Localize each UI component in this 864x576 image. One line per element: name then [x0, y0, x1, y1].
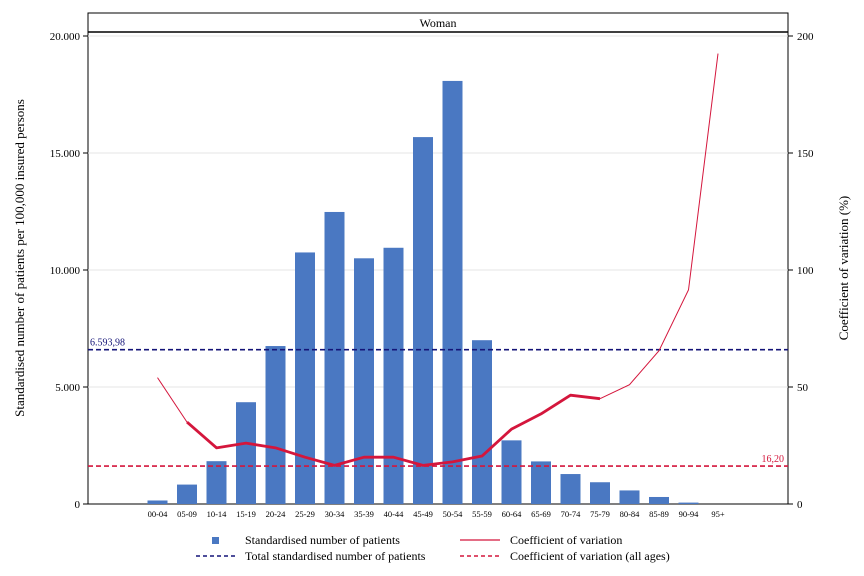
bar-series	[147, 80, 699, 504]
x-tick-label: 35-39	[354, 509, 374, 519]
cv-line-series	[157, 53, 719, 467]
x-tick-label: 30-34	[325, 509, 346, 519]
bar-25-29	[295, 252, 315, 504]
bar-20-24	[265, 346, 286, 504]
bar-00-04	[147, 500, 168, 504]
legend: Standardised number of patients Coeffici…	[196, 533, 670, 563]
x-tick-label: 70-74	[561, 509, 582, 519]
y2-tick-label: 150	[797, 148, 814, 160]
x-tick-label: 25-29	[295, 509, 315, 519]
reference-line-label: 6.593,98	[90, 338, 125, 349]
x-tick-label: 65-69	[531, 509, 551, 519]
x-tick-label: 55-59	[472, 509, 492, 519]
y2-axis-title: Coefficient of variation (%)	[836, 196, 851, 341]
x-tick-label: 05-09	[177, 509, 197, 519]
y-axis-title: Standardised number of patients per 100,…	[12, 99, 27, 417]
legend-label-total: Total standardised number of patients	[245, 549, 426, 563]
legend-label-cv: Coefficient of variation	[510, 533, 622, 547]
x-tick-label: 45-49	[413, 509, 433, 519]
x-tick-label: 10-14	[207, 509, 228, 519]
x-tick-label: 20-24	[266, 509, 287, 519]
bar-90-94	[678, 502, 699, 504]
x-tick-label: 75-79	[590, 509, 610, 519]
plot-frame	[87, 12, 789, 505]
cv-line-thin-start	[157, 377, 188, 423]
x-tick-label: 85-89	[649, 509, 669, 519]
bar-45-49	[413, 137, 433, 504]
bar-85-89	[649, 496, 669, 504]
y2-tick-label: 100	[797, 265, 814, 277]
bar-75-79	[590, 482, 610, 504]
y-tick-label: 10.000	[50, 265, 81, 277]
legend-label-patients: Standardised number of patients	[245, 533, 400, 547]
bar-30-34	[324, 211, 345, 504]
reference-line-label: 16,20	[762, 454, 785, 465]
x-tick-label: 80-84	[620, 509, 641, 519]
bar-60-64	[501, 440, 522, 504]
bar-15-19	[236, 402, 256, 504]
y-tick-label: 20.000	[50, 31, 81, 43]
x-tick-label: 50-54	[443, 509, 464, 519]
axes: 0 5.000 10.000 15.000 20.000 0 50 100 150 200 00-0…	[50, 31, 814, 519]
gridlines	[88, 35, 788, 388]
legend-label-cv-all: Coefficient of variation (all ages)	[510, 549, 670, 563]
x-tick-label: 15-19	[236, 509, 256, 519]
bar-40-44	[383, 247, 404, 504]
reference-lines: 6.593,98 16,20	[88, 338, 788, 467]
bar-10-14	[206, 461, 227, 504]
bar-35-39	[354, 258, 374, 504]
x-tick-label: 40-44	[384, 509, 405, 519]
cv-line-thick	[186, 393, 601, 467]
x-tick-label: 90-94	[679, 509, 700, 519]
y-tick-label: 5.000	[55, 382, 80, 394]
x-tick-label: 00-04	[148, 509, 169, 519]
y2-tick-label: 0	[797, 499, 803, 511]
bar-70-74	[560, 474, 581, 504]
bar-55-59	[472, 340, 492, 504]
panel-title: Woman	[419, 16, 456, 30]
bar-80-84	[619, 490, 640, 504]
y-tick-label: 15.000	[50, 148, 81, 160]
x-tick-label: 60-64	[502, 509, 523, 519]
y2-tick-label: 200	[797, 31, 814, 43]
bar-65-69	[531, 461, 551, 504]
y-tick-label: 0	[75, 499, 81, 511]
legend-bar-swatch	[212, 537, 219, 544]
bar-05-09	[177, 484, 197, 504]
cv-line-thin-end	[599, 53, 719, 400]
y2-tick-label: 50	[797, 382, 809, 394]
x-tick-label: 95+	[711, 509, 725, 519]
bar-50-54	[442, 80, 463, 504]
